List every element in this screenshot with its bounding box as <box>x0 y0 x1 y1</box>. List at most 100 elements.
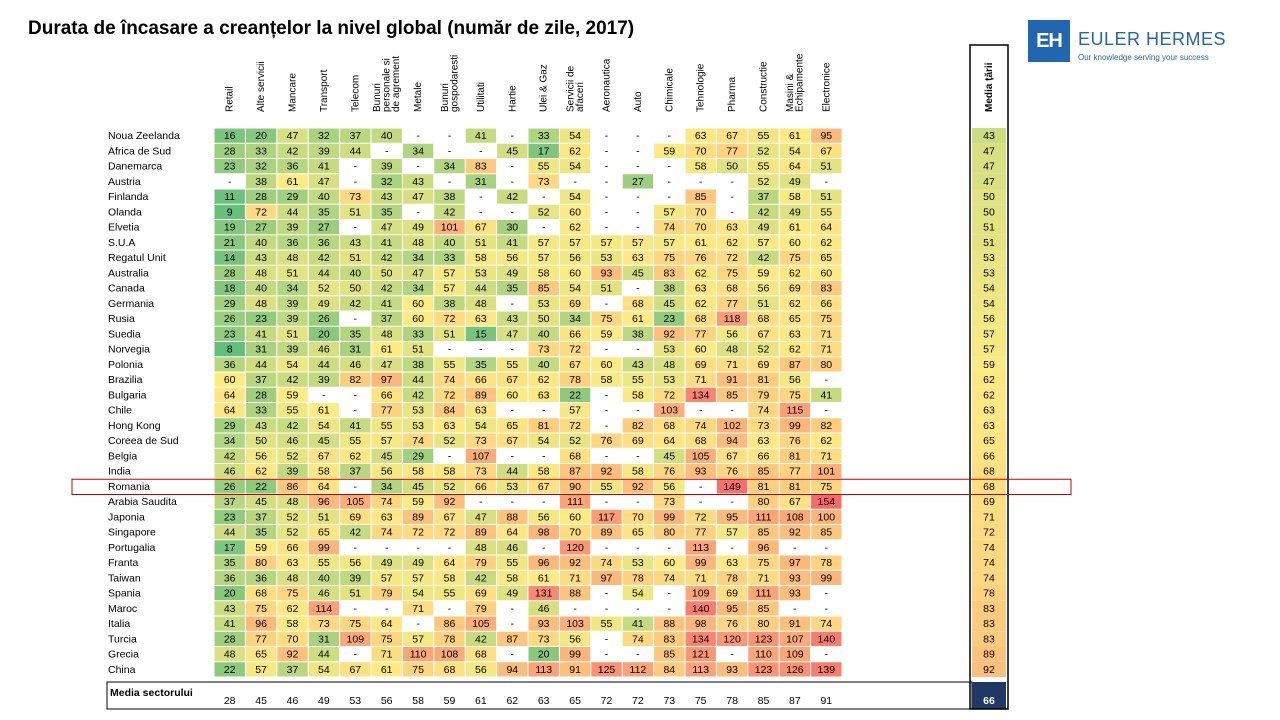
heat-cell <box>214 417 246 433</box>
heat-cell <box>685 448 717 464</box>
country-average-cell <box>972 250 1006 266</box>
heat-cell <box>214 341 246 357</box>
cell-value: 63 <box>695 130 707 142</box>
cell-value: 70 <box>695 145 707 157</box>
heat-cell <box>653 433 685 449</box>
overall-average-value: 66 <box>983 695 995 707</box>
heat-cell <box>339 204 371 220</box>
cell-missing: - <box>416 618 420 630</box>
heat-cell <box>371 295 403 311</box>
heat-cell <box>433 158 466 174</box>
heat-cell <box>779 356 811 372</box>
cell-value: 57 <box>663 237 675 249</box>
cell-value: 61 <box>695 237 707 249</box>
cell-value: 87 <box>789 359 801 371</box>
cell-value: 60 <box>695 344 707 356</box>
cell-value: 65 <box>632 527 644 539</box>
cell-value: 54 <box>475 420 487 432</box>
cell-value: 69 <box>695 359 707 371</box>
cell-value: 65 <box>318 527 330 539</box>
country-label: S.U.A <box>108 237 135 249</box>
cell-value: 47 <box>506 328 518 340</box>
cell-value: 41 <box>224 618 236 630</box>
cell-value: 36 <box>287 237 299 249</box>
cell-value: 46 <box>318 588 330 600</box>
heat-cell <box>779 173 811 189</box>
heat-cell <box>653 463 685 479</box>
country-label: Rusia <box>108 313 135 325</box>
heat-cell <box>653 417 685 433</box>
cell-value: 51 <box>820 161 832 173</box>
heat-cell <box>433 646 466 662</box>
heat-cell <box>747 326 780 342</box>
cell-missing: - <box>636 161 640 173</box>
heat-cell <box>559 448 591 464</box>
cell-value: 20 <box>318 328 330 340</box>
cell-value: 74 <box>695 420 707 432</box>
heat-cell <box>810 311 842 327</box>
column-header: Utilitati <box>476 82 487 112</box>
cell-value: 77 <box>381 405 393 417</box>
heat-cell <box>716 631 748 647</box>
cell-missing: - <box>605 298 609 310</box>
cell-value: 8 <box>227 344 233 356</box>
cell-value: 113 <box>692 664 709 676</box>
cell-value: 46 <box>506 542 518 554</box>
heat-cell <box>402 387 434 403</box>
heat-cell <box>465 539 497 555</box>
heat-cell <box>465 128 497 144</box>
heat-cell <box>747 646 780 662</box>
cell-value: 73 <box>475 466 487 478</box>
cell-missing: - <box>542 405 546 417</box>
cell-value: 80 <box>758 496 770 508</box>
heat-cell <box>371 189 403 205</box>
heat-cell <box>308 128 340 144</box>
heat-cell <box>559 570 591 586</box>
cell-value: 105 <box>347 496 365 508</box>
cell-value: 53 <box>475 267 487 279</box>
cell-value: 29 <box>224 298 236 310</box>
heat-cell <box>779 265 811 281</box>
heat-cell <box>339 463 371 479</box>
cell-value: 47 <box>381 359 393 371</box>
heat-cell <box>214 661 246 677</box>
heat-cell <box>276 570 309 586</box>
heat-cell <box>402 600 434 616</box>
heat-cell <box>402 646 434 662</box>
country-label: Finlanda <box>108 191 148 203</box>
heat-cell <box>433 372 466 388</box>
cell-value: 62 <box>789 267 801 279</box>
heat-cell <box>716 387 748 403</box>
cell-value: 57 <box>569 405 581 417</box>
heat-cell <box>559 402 591 418</box>
sector-average-value: 28 <box>224 695 236 707</box>
cell-value: 15 <box>475 328 487 340</box>
cell-value: 58 <box>632 389 644 401</box>
heat-cell <box>622 372 654 388</box>
cell-value: 34 <box>569 313 581 325</box>
cell-value: 62 <box>695 267 707 279</box>
cell-value: 71 <box>695 374 707 386</box>
heat-cell <box>308 616 340 632</box>
cell-missing: - <box>605 405 609 417</box>
cell-value: 39 <box>287 466 299 478</box>
heat-cell <box>245 494 277 510</box>
cell-value: 60 <box>789 237 801 249</box>
heat-cell <box>496 250 528 266</box>
heat-cell <box>685 524 717 540</box>
heat-cell <box>245 219 277 235</box>
heat-cell <box>496 509 528 525</box>
heat-cell <box>276 585 309 601</box>
heat-cell <box>245 417 277 433</box>
sector-average-value: 72 <box>601 695 613 707</box>
country-average-value: 63 <box>983 405 995 417</box>
cell-value: 52 <box>538 206 550 218</box>
cell-value: 57 <box>726 527 738 539</box>
cell-missing: - <box>511 161 515 173</box>
cell-value: 53 <box>632 557 644 569</box>
cell-missing: - <box>448 344 452 356</box>
heat-cell <box>496 463 528 479</box>
cell-value: 71 <box>820 344 832 356</box>
cell-value: 75 <box>758 557 770 569</box>
heat-cell <box>339 661 371 677</box>
